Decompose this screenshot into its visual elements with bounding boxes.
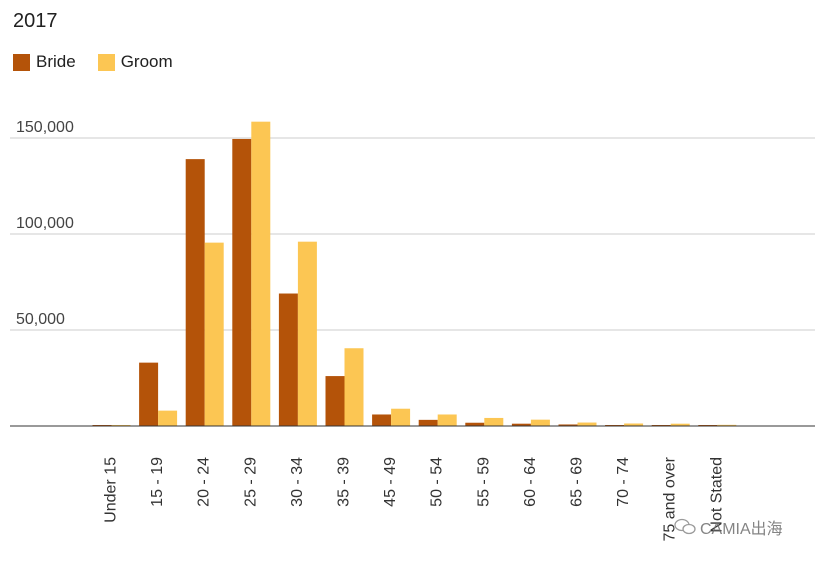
bar-groom — [204, 242, 224, 426]
x-tick-label: Under 15 — [103, 457, 120, 523]
x-tick-label: 75 and over — [662, 456, 679, 541]
bar-groom — [251, 121, 271, 427]
legend-item-bride: Bride — [13, 52, 76, 72]
x-tick-label: 20 - 24 — [196, 457, 213, 507]
x-tick-label: 55 - 59 — [475, 457, 492, 507]
bar-groom — [717, 424, 737, 426]
bar-bride — [232, 138, 252, 426]
legend-item-groom: Groom — [97, 52, 173, 72]
bar-groom — [484, 417, 504, 426]
bar-groom — [437, 414, 457, 426]
bar-groom — [158, 410, 178, 426]
x-tick-label: 35 - 39 — [336, 457, 353, 507]
y-tick-label: 50,000 — [16, 311, 65, 328]
bar-groom — [624, 423, 644, 426]
x-tick-label: 25 - 29 — [242, 457, 259, 507]
bar-bride — [139, 362, 159, 426]
x-tick-label: 50 - 54 — [429, 457, 446, 507]
bar-bride — [558, 424, 578, 426]
bar-bride — [278, 293, 298, 426]
bar-bride — [372, 414, 392, 426]
x-tick-label: 70 - 74 — [615, 457, 632, 507]
legend-label-groom: Groom — [120, 52, 173, 71]
bar-groom — [670, 423, 690, 426]
x-tick-label: 15 - 19 — [149, 457, 166, 507]
y-tick-label: 100,000 — [16, 215, 74, 232]
legend-swatch-bride — [13, 53, 30, 71]
bar-groom — [577, 422, 597, 426]
chart-legend: Bride Groom — [13, 52, 173, 72]
chart-title: 2017 — [13, 10, 58, 32]
watermark-text: CAMIA出海 — [700, 521, 783, 538]
bar-bride — [418, 419, 438, 426]
bar-bride — [511, 423, 531, 426]
x-tick-label: 45 - 49 — [382, 457, 399, 507]
bar-groom — [344, 348, 364, 426]
x-tick-label: 65 - 69 — [569, 457, 586, 507]
bar-bride — [465, 422, 485, 426]
x-tick-label: 30 - 34 — [289, 457, 306, 507]
y-tick-label: 150,000 — [16, 119, 74, 136]
bar-bride — [185, 159, 205, 426]
legend-label-bride: Bride — [36, 52, 76, 71]
chat-bubble-icon — [674, 518, 696, 535]
x-tick-label: 60 - 64 — [522, 457, 539, 507]
bar-bride — [325, 376, 345, 426]
bar-groom — [530, 419, 550, 426]
bar-groom — [391, 408, 411, 426]
x-tick-label: Not Stated — [708, 457, 725, 533]
bar-groom — [297, 241, 317, 426]
legend-swatch-groom — [97, 53, 115, 71]
watermark: CAMIA出海 — [674, 515, 783, 539]
